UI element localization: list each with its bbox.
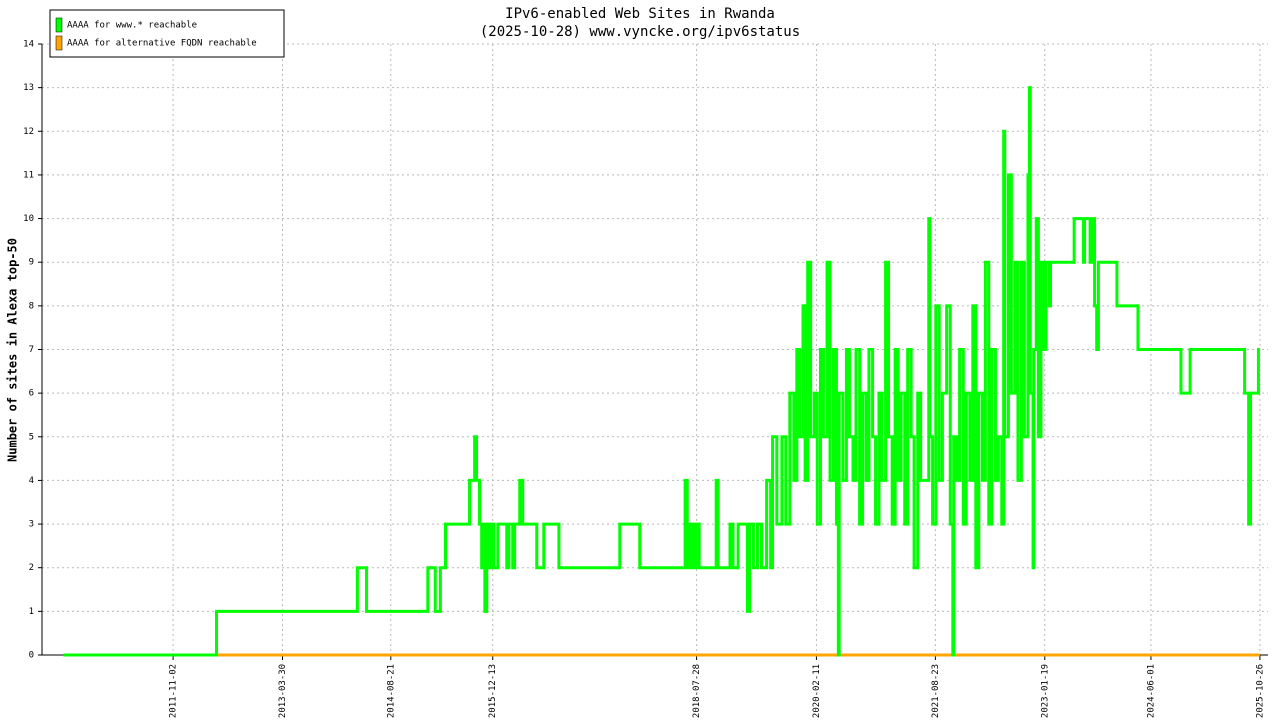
y-tick-label: 14 bbox=[23, 40, 34, 50]
x-tick-label: 2014-08-21 bbox=[386, 664, 396, 718]
y-axis-label: Number of sites in Alexa top-50 bbox=[6, 238, 20, 462]
legend: AAAA for www.* reachable AAAA for alterna… bbox=[49, 9, 285, 58]
x-tick-label: 2021-08-23 bbox=[931, 664, 941, 718]
x-tick-label: 2025-10-26 bbox=[1255, 664, 1265, 718]
legend-label: AAAA for www.* reachable bbox=[67, 21, 197, 31]
y-tick-label: 10 bbox=[23, 214, 34, 224]
y-tick-label: 3 bbox=[29, 520, 34, 530]
y-tick-label: 13 bbox=[23, 83, 34, 93]
legend-box bbox=[49, 9, 285, 58]
legend-label: AAAA for alternative FQDN reachable bbox=[67, 39, 257, 49]
chart-subtitle: (2025-10-28) www.vyncke.org/ipv6status bbox=[480, 24, 800, 40]
y-tick-label: 6 bbox=[29, 389, 34, 399]
x-tick-label: 2013-03-30 bbox=[278, 664, 288, 718]
y-tick-label: 0 bbox=[29, 651, 34, 661]
y-tick-label: 11 bbox=[23, 170, 34, 180]
legend-swatch bbox=[55, 17, 63, 33]
data-line bbox=[63, 86, 1260, 657]
y-tick-label: 7 bbox=[29, 345, 34, 355]
x-tick-label: 2020-02-11 bbox=[812, 664, 822, 718]
x-tick-label: 2024-06-01 bbox=[1146, 664, 1156, 718]
y-tick-label: 1 bbox=[29, 607, 34, 617]
y-tick-label: 4 bbox=[29, 476, 34, 486]
y-tick-label: 12 bbox=[23, 127, 34, 137]
x-tick-label: 2015-12-13 bbox=[488, 664, 498, 718]
legend-swatch bbox=[55, 35, 63, 51]
y-tick-label: 5 bbox=[29, 432, 34, 442]
y-tick-label: 8 bbox=[29, 301, 34, 311]
x-tick-label: 2011-11-02 bbox=[169, 664, 179, 718]
x-tick-label: 2023-01-19 bbox=[1040, 664, 1050, 718]
x-tick-label: 2018-07-28 bbox=[692, 664, 702, 718]
chart-title: IPv6-enabled Web Sites in Rwanda bbox=[505, 6, 775, 22]
y-tick-label: 9 bbox=[29, 258, 34, 268]
y-tick-label: 2 bbox=[29, 563, 34, 573]
